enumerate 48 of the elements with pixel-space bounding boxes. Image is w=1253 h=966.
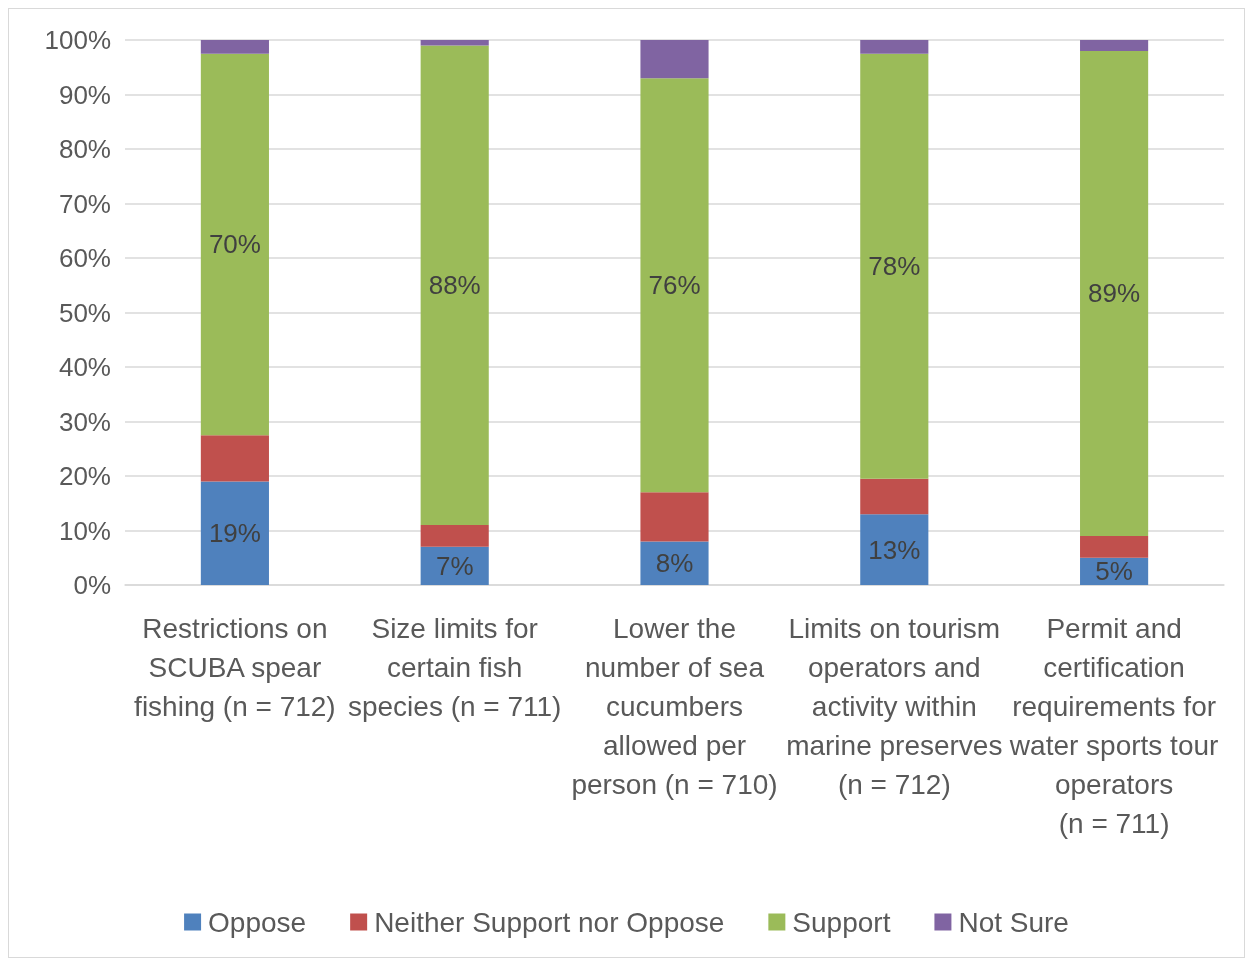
bar	[860, 514, 929, 585]
x-tick-label: Restrictions on SCUBA spear fishing (n = 712)	[134, 613, 336, 722]
bar	[640, 492, 709, 542]
x-tick-label: Size limits for certain fish species (n = 711)	[347, 613, 562, 722]
y-tick-label: 0%	[73, 570, 111, 600]
data-label: 89%	[1088, 278, 1141, 309]
data-label: 78%	[868, 251, 921, 282]
bar	[860, 478, 929, 515]
data-label: 13%	[868, 534, 921, 565]
bar	[640, 78, 709, 493]
y-tick-label: 60%	[58, 243, 111, 273]
x-tick-label: Limits on tourism operators and activity within marine preserves (n = 712)	[786, 613, 1003, 800]
bar	[200, 40, 269, 54]
y-tick-label: 40%	[58, 352, 111, 382]
data-label: 88%	[428, 270, 481, 301]
legend-label: Not Sure	[958, 906, 1069, 938]
y-tick-label: 20%	[58, 461, 111, 491]
data-label: 7%	[435, 550, 474, 581]
y-tick-label: 70%	[58, 188, 111, 219]
y-tick-label: 80%	[58, 134, 111, 164]
bar	[1080, 50, 1149, 536]
bar	[1080, 40, 1149, 51]
data-label: 70%	[208, 229, 261, 260]
y-tick-label: 100%	[44, 25, 111, 55]
legend-label: Oppose	[208, 906, 307, 938]
legend-label: Support	[792, 906, 891, 938]
bar	[1080, 535, 1149, 558]
bar	[640, 40, 709, 79]
bar	[420, 40, 489, 46]
x-tick-label: Lower the number of sea cucumbers allowed per person (n = 710)	[571, 613, 778, 800]
y-tick-label: 10%	[58, 515, 111, 546]
y-tick-label: 50%	[58, 297, 111, 328]
y-tick-label: 90%	[58, 79, 111, 110]
bar	[860, 53, 929, 479]
data-label: 8%	[655, 548, 694, 579]
bar	[640, 541, 709, 585]
data-label: 5%	[1095, 556, 1133, 587]
bar	[200, 481, 269, 585]
x-tick-label: Permit and certification requirements for water sports tour operators (n = 711)	[1008, 613, 1219, 839]
bar	[200, 435, 269, 482]
bar	[200, 53, 269, 436]
bar	[420, 45, 489, 526]
bar	[420, 525, 489, 547]
legend-label: Neither Support nor Oppose	[374, 906, 725, 938]
y-tick-label: 30%	[58, 406, 111, 437]
bar	[860, 40, 929, 54]
data-label: 19%	[208, 518, 261, 549]
data-label: 76%	[648, 270, 701, 301]
